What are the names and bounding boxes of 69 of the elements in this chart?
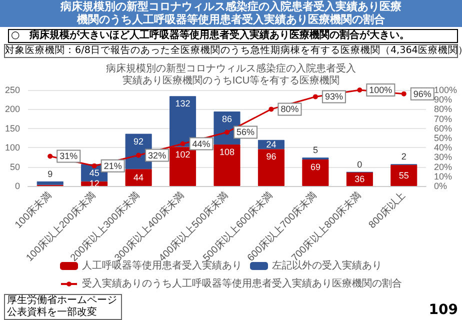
bar [36,181,64,185]
data-label: 31% [60,151,78,162]
x-tick-label: 100床未満 [12,189,54,231]
data-label: 44 [134,172,144,183]
y2-tick-label: 40% [434,142,452,153]
data-label: 108 [219,147,235,158]
data-label: 96% [413,88,432,99]
data-label: 45 [89,168,100,178]
text: 109 [428,302,458,318]
legend-label: 人工呼吸器等使用患者受入実績あり [82,260,242,272]
bar [258,149,284,186]
data-label: 36 [354,174,365,184]
y2-tick-label: 20% [434,162,452,172]
point [92,163,97,168]
text: 厚生労働省ホームページ公表資料を一部改変 [4,294,122,320]
y-tick-label: 250 [4,85,20,95]
bar [170,146,196,186]
data-label: 5 [312,145,318,156]
y2-tick-label: 60% [434,123,452,134]
y2-tick-label: 70% [434,114,452,124]
text: 対象医療機関：6/8日で報告のあった全医療機関のうち急性期病棟を有する医療機関（4,364医療機関） [4,44,462,58]
y-tick-label: 200 [4,104,20,114]
point [224,130,230,135]
data-label: 96 [266,152,276,162]
data-label: 2 [401,152,406,162]
data-label: 69 [310,162,320,172]
data-label: 56% [236,127,255,138]
y-tick-label: 150 [4,123,20,134]
data-label: 80% [280,104,299,114]
point [312,94,318,100]
y-tick-label: 100 [4,142,20,153]
point [401,91,406,96]
y2-tick-label: 100% [434,85,458,95]
chart-title: 病床規模別の新型コロナウィルス感染症の入院患者受入実績あり医療機関のうち人工呼吸器等使用患者受入実績あり医療機関の割合 [0,0,462,27]
data-label: 132 [175,98,190,109]
data-label: 24 [266,140,276,150]
point [268,106,274,112]
y-tick-label: 0 [14,181,20,191]
data-label: 44% [192,138,210,149]
text: ○ 病床規模が大きいほど人工呼吸器等使用患者受入実績あり医療機関の割合が大きい。 [8,29,458,43]
bar [125,169,152,186]
data-label: 55 [398,170,409,180]
data-label: 100% [369,85,392,95]
data-label: 21% [104,160,122,171]
y2-tick-label: 10% [434,171,452,182]
data-label: 92 [134,136,144,146]
point [48,154,53,159]
bar [302,160,329,186]
y2-tick-label: 80% [434,104,452,114]
legend-label: 受入実績ありのうち人工呼吸器等使用患者受入実績あり医療機関の割合 [82,278,402,290]
point [136,152,142,158]
bar [390,164,418,186]
y2-tick-label: 90% [434,94,452,105]
data-label: 102 [175,149,190,160]
data-label: 9 [48,168,53,179]
y2-tick-label: 30% [434,152,452,162]
chart-subtitle: 病床規模別の新型コロナウィルス感染症の入院患者受入実績あり医療機関のうちICU等を有する医療機関 [106,62,356,86]
data-label: 93% [324,92,343,102]
y2-tick-label: 0% [434,181,448,191]
data-label: 0 [357,159,362,170]
y2-tick-label: 50% [434,133,452,143]
x-tick-label: 800床以上 [366,189,408,231]
legend-label: 左記以外の受入実績あり [272,260,382,272]
y-tick-label: 50 [10,162,20,172]
bar [214,144,240,186]
point [357,88,362,92]
data-label: 32% [148,150,166,160]
point [180,141,186,146]
data-label: 86 [222,114,232,124]
